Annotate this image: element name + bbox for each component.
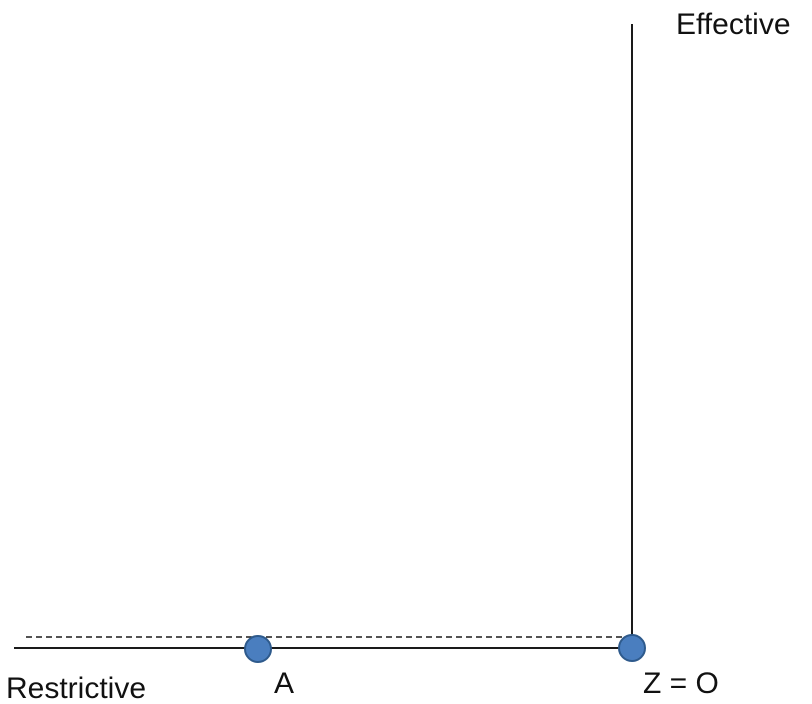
point-a-marker	[245, 636, 271, 662]
point-z-label: Z = O	[643, 667, 719, 700]
point-a-label: A	[274, 667, 294, 700]
horizontal-axis-label: Restrictive	[6, 672, 146, 704]
point-z-marker	[619, 635, 645, 661]
vertical-axis-label: Effective	[676, 8, 791, 41]
